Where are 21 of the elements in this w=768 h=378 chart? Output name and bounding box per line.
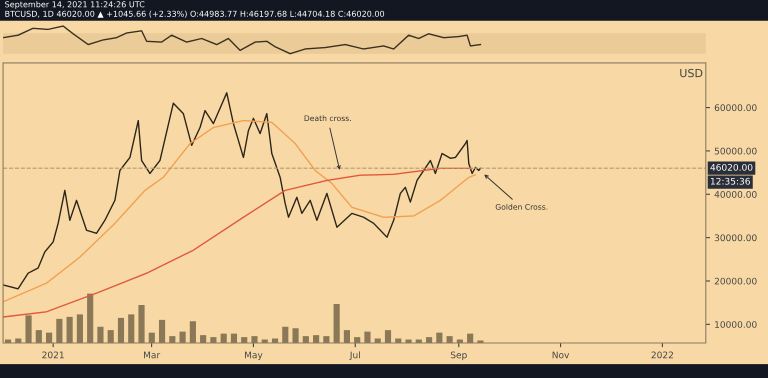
x-tick-label: Jul — [349, 351, 360, 360]
y-axis-title: USD — [680, 68, 702, 78]
x-tick-label: 2022 — [652, 351, 673, 358]
x-tick-label: Nov — [552, 352, 570, 358]
y-tick-label: 40000.00 — [714, 191, 757, 198]
x-tick-label: Mar — [144, 352, 160, 358]
line-series — [3, 120, 476, 302]
chart-title: BTCUSD, 1D 46020.00 ▲ +1045.66 (+2.33%) O:44983.77 H:46197.68 L:44704.18 C:46020.00 — [5, 10, 384, 18]
x-tick-label: Sep — [450, 351, 467, 360]
line-series — [3, 168, 473, 318]
x-tick-label: May — [245, 352, 263, 360]
y-tick-label: 60000.00 — [714, 104, 757, 112]
y-tick-label: 20000.00 — [714, 278, 757, 285]
y-tick-label: 30000.00 — [714, 234, 757, 242]
chart-subtitle: September 14, 2021 11:24:26 UTC — [5, 1, 144, 9]
line-series — [3, 92, 482, 290]
ref-line-label: 46020.00 — [710, 164, 752, 171]
y-tick-label: 10000.00 — [715, 321, 757, 328]
x-tick-label: 2021 — [42, 351, 64, 358]
y-tick-label: 50000.00 — [714, 148, 757, 154]
text: 12:35:36 — [710, 178, 750, 185]
